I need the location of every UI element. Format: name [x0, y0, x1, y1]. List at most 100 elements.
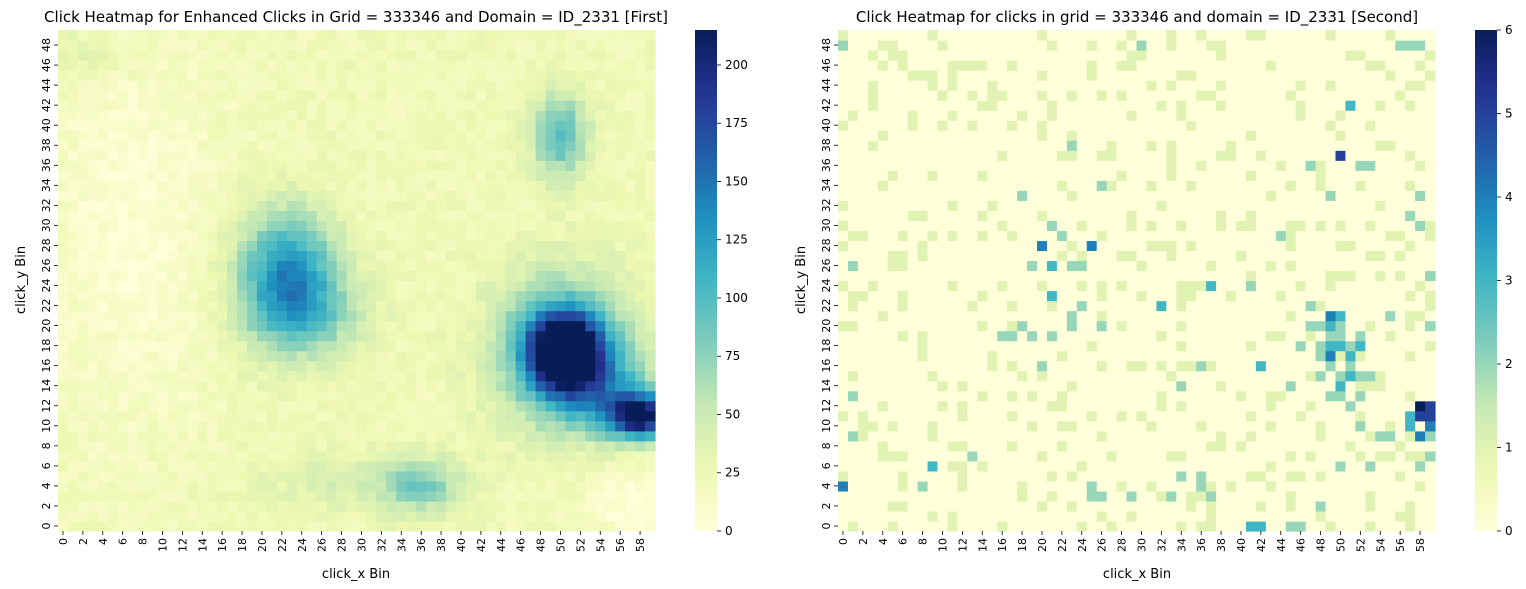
heatmap-cell	[276, 440, 288, 452]
heatmap-cell	[1365, 290, 1376, 302]
heatmap-cell	[167, 380, 178, 392]
heatmap-cell	[1325, 230, 1337, 242]
heatmap-cell	[475, 70, 487, 81]
heatmap-cell	[446, 100, 457, 111]
heatmap-cell	[1076, 330, 1088, 342]
heatmap-cell	[575, 40, 586, 51]
heatmap-cell	[495, 330, 507, 342]
heatmap-cell	[1245, 370, 1257, 382]
heatmap-cell	[227, 370, 238, 382]
heatmap-cell	[1345, 270, 1356, 282]
heatmap-cell	[957, 500, 968, 512]
heatmap-cell	[947, 460, 958, 472]
heatmap-cell	[456, 370, 467, 382]
heatmap-cell	[1345, 510, 1356, 522]
heatmap-cell	[1265, 300, 1277, 312]
heatmap-cell	[1017, 360, 1028, 372]
heatmap-cell	[276, 60, 288, 71]
heatmap-cell	[917, 310, 929, 322]
heatmap-cell	[1385, 240, 1396, 252]
heatmap-cell	[505, 460, 517, 472]
heatmap-cell	[515, 80, 527, 91]
heatmap-cell	[937, 300, 949, 312]
heatmap-cell	[1405, 520, 1416, 532]
heatmap-cell	[1395, 490, 1406, 502]
heatmap-cell	[426, 230, 437, 242]
heatmap-cell	[1056, 250, 1068, 262]
heatmap-cell	[585, 130, 596, 141]
heatmap-cell	[1275, 290, 1287, 302]
heatmap-cell	[625, 390, 636, 402]
heatmap-cell	[575, 30, 586, 41]
heatmap-cell	[197, 110, 208, 121]
heatmap-cell	[356, 220, 368, 231]
heatmap-cell	[838, 450, 849, 462]
heatmap-cell	[147, 40, 159, 51]
heatmap-cell	[197, 310, 208, 322]
heatmap-cell	[1255, 290, 1267, 302]
heatmap-cell	[635, 450, 646, 462]
heatmap-cell	[356, 160, 368, 171]
heatmap-cell	[1405, 240, 1416, 252]
heatmap-cell	[376, 430, 387, 442]
heatmap-cell	[1285, 440, 1297, 452]
heatmap-cell	[575, 330, 586, 342]
heatmap-cell	[575, 180, 586, 191]
heatmap-cell	[1255, 260, 1267, 272]
heatmap-cell	[907, 290, 919, 302]
heatmap-cell	[465, 40, 477, 51]
heatmap-cell	[937, 490, 949, 502]
heatmap-cell	[1226, 460, 1237, 472]
heatmap-cell	[615, 470, 626, 482]
heatmap-cell	[1335, 350, 1347, 362]
heatmap-cell	[326, 140, 338, 151]
heatmap-cell	[615, 500, 626, 512]
heatmap-cell	[1116, 400, 1128, 412]
heatmap-cell	[1186, 510, 1197, 522]
heatmap-cell	[1355, 230, 1366, 242]
heatmap-cell	[1405, 260, 1416, 272]
heatmap-cell	[1295, 340, 1307, 352]
heatmap-cell	[247, 270, 258, 282]
heatmap-cell	[416, 330, 427, 342]
heatmap-cell	[137, 310, 149, 322]
heatmap-cell	[197, 30, 208, 41]
heatmap-cell	[137, 390, 149, 402]
heatmap-cell	[857, 380, 869, 392]
heatmap-cell	[316, 80, 328, 91]
heatmap-cell	[485, 420, 497, 432]
heatmap-cell	[1096, 430, 1108, 442]
heatmap-cell	[545, 490, 557, 502]
heatmap-cell	[485, 200, 497, 211]
heatmap-cell	[58, 460, 69, 472]
heatmap-cell	[167, 40, 178, 51]
heatmap-cell	[286, 200, 298, 211]
heatmap-cell	[475, 460, 487, 472]
heatmap-cell	[877, 420, 889, 432]
heatmap-cell	[1345, 340, 1356, 352]
heatmap-cell	[1415, 320, 1426, 332]
heatmap-cell	[376, 320, 387, 332]
heatmap-cell	[545, 160, 557, 171]
heatmap-cell	[77, 520, 89, 532]
heatmap-cell	[1275, 510, 1287, 522]
heatmap-cell	[1017, 460, 1028, 472]
heatmap-cell	[157, 200, 169, 211]
heatmap-cell	[167, 280, 178, 292]
heatmap-cell	[147, 260, 159, 272]
heatmap-cell	[545, 500, 557, 512]
heatmap-cell	[495, 110, 507, 121]
heatmap-cell	[386, 320, 397, 332]
heatmap-cell	[137, 480, 149, 492]
heatmap-cell	[137, 90, 149, 101]
heatmap-cell	[525, 420, 537, 432]
heatmap-cell	[1126, 520, 1138, 532]
heatmap-cell	[147, 230, 159, 242]
heatmap-cell	[937, 400, 949, 412]
heatmap-cell	[1166, 330, 1177, 342]
heatmap-cell	[1146, 320, 1157, 332]
heatmap-cell	[127, 160, 139, 171]
heatmap-cell	[1106, 420, 1118, 432]
heatmap-cell	[1126, 500, 1138, 512]
heatmap-cell	[296, 50, 308, 61]
